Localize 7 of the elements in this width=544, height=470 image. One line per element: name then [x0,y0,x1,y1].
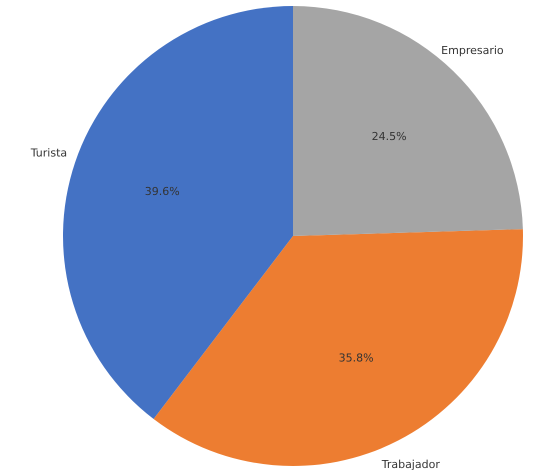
slice-label: Trabajador [380,458,440,470]
data-label: 39.6% [144,184,180,198]
slice-label: Turista [30,146,68,160]
data-label: 24.5% [372,130,407,143]
data-label: 35.8% [338,352,374,365]
pie-slice [293,6,523,236]
slice-label: Empresario [441,44,504,58]
